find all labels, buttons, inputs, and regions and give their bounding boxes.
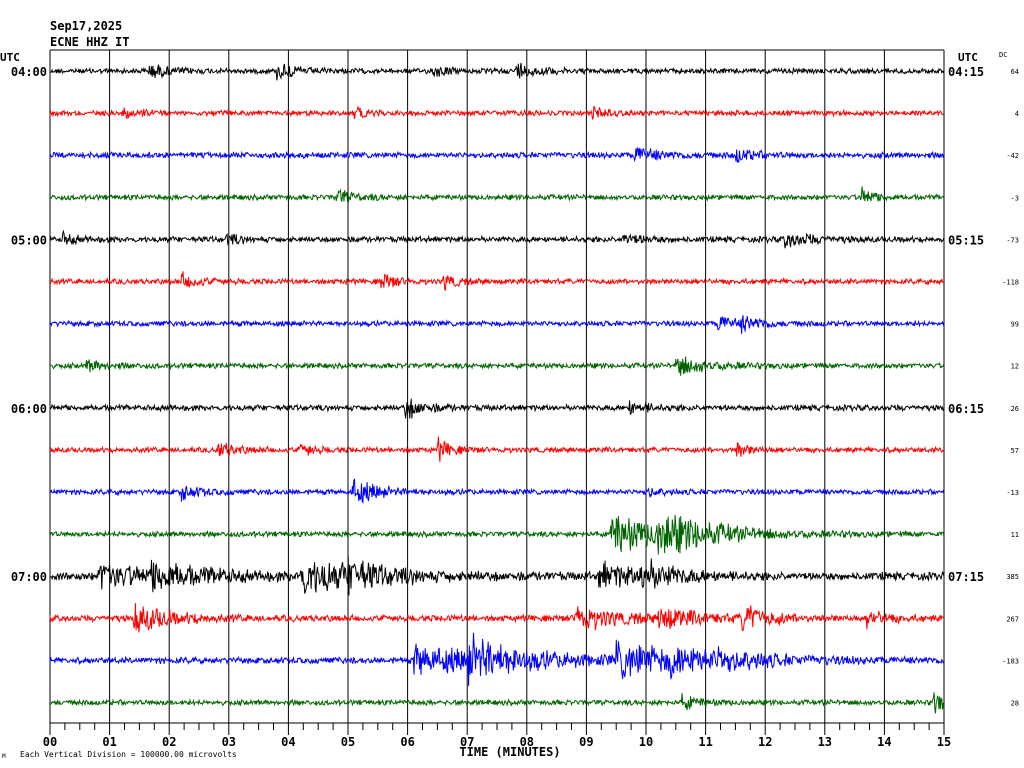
trace-row-12 <box>50 556 945 596</box>
dc-values: 64 4 -42 -3 -73 -118 99 12 26 57 -13 11 385 267 -183 28 <box>1002 68 1019 708</box>
dc-value: -73 <box>1006 236 1019 244</box>
x-tick-label: 12 <box>758 735 772 749</box>
x-tick-label: 07 <box>460 735 474 749</box>
date-label: Sep17,2025 <box>50 19 122 33</box>
left-time-labels: 04:00 05:00 06:00 07:00 <box>11 65 47 584</box>
x-tick-label: 01 <box>102 735 116 749</box>
x-tick-label: 09 <box>579 735 593 749</box>
x-tick-label: 08 <box>520 735 534 749</box>
trace-row-1 <box>49 105 944 120</box>
dc-value: -3 <box>1011 194 1019 202</box>
x-tick-label: 02 <box>162 735 176 749</box>
right-time-label: 06:15 <box>948 402 984 416</box>
dc-value: 57 <box>1011 447 1019 455</box>
x-tick-label: 13 <box>818 735 832 749</box>
dc-value: 64 <box>1011 68 1019 76</box>
trace-row-14 <box>49 632 945 687</box>
dc-value: -13 <box>1006 489 1019 497</box>
right-time-labels: 04:15 05:15 06:15 07:15 <box>948 65 984 584</box>
dc-value: 385 <box>1006 573 1019 581</box>
dc-value: -42 <box>1006 152 1019 160</box>
x-axis: 00 01 02 03 04 05 06 07 08 09 10 11 12 13 14 15 <box>43 723 951 749</box>
x-tick-label: 00 <box>43 735 57 749</box>
trace-row-0 <box>49 62 945 81</box>
trace-row-13 <box>49 603 945 633</box>
dc-value: 26 <box>1011 405 1019 413</box>
footer-mark: M <box>2 753 6 760</box>
trace-row-8 <box>49 398 945 419</box>
dc-value: -183 <box>1002 657 1019 665</box>
left-time-label: 06:00 <box>11 402 47 416</box>
trace-row-11 <box>49 514 945 555</box>
x-tick-label: 03 <box>222 735 236 749</box>
trace-row-15 <box>49 692 945 714</box>
right-time-label: 07:15 <box>948 570 984 584</box>
grid-lines <box>49 49 945 724</box>
dc-header-label: DC <box>999 51 1007 59</box>
utc-left-label: UTC <box>0 51 20 64</box>
x-tick-label: 04 <box>281 735 295 749</box>
x-tick-label: 10 <box>639 735 653 749</box>
station-label: ECNE HHZ IT <box>50 35 129 49</box>
right-time-label: 04:15 <box>948 65 984 79</box>
footer-scale-note: Each Vertical Division = 100000.00 micro… <box>20 750 237 759</box>
x-tick-label: 14 <box>877 735 891 749</box>
seismic-traces <box>49 62 945 714</box>
trace-row-4 <box>49 229 945 249</box>
left-time-label: 07:00 <box>11 570 47 584</box>
trace-row-5 <box>49 271 945 291</box>
right-time-label: 05:15 <box>948 233 984 247</box>
dc-value: -118 <box>1002 279 1019 287</box>
dc-value: 99 <box>1011 321 1019 329</box>
left-time-label: 04:00 <box>11 65 47 79</box>
dc-value: 4 <box>1015 110 1019 118</box>
left-time-label: 05:00 <box>11 233 47 247</box>
trace-row-6 <box>49 315 945 334</box>
x-tick-label: 06 <box>400 735 414 749</box>
dc-value: 28 <box>1011 700 1019 708</box>
dc-value: 12 <box>1011 363 1019 371</box>
x-tick-label: 11 <box>698 735 712 749</box>
trace-row-9 <box>49 436 945 462</box>
dc-value: 11 <box>1011 531 1019 539</box>
trace-row-7 <box>49 356 945 376</box>
trace-row-2 <box>49 147 945 163</box>
dc-value: 267 <box>1006 615 1019 623</box>
trace-row-10 <box>49 478 945 504</box>
x-axis-title: TIME (MINUTES) <box>459 745 560 759</box>
utc-right-label: UTC <box>958 51 978 64</box>
trace-row-3 <box>49 186 945 204</box>
x-tick-label: 05 <box>341 735 355 749</box>
x-tick-label: 15 <box>937 735 951 749</box>
